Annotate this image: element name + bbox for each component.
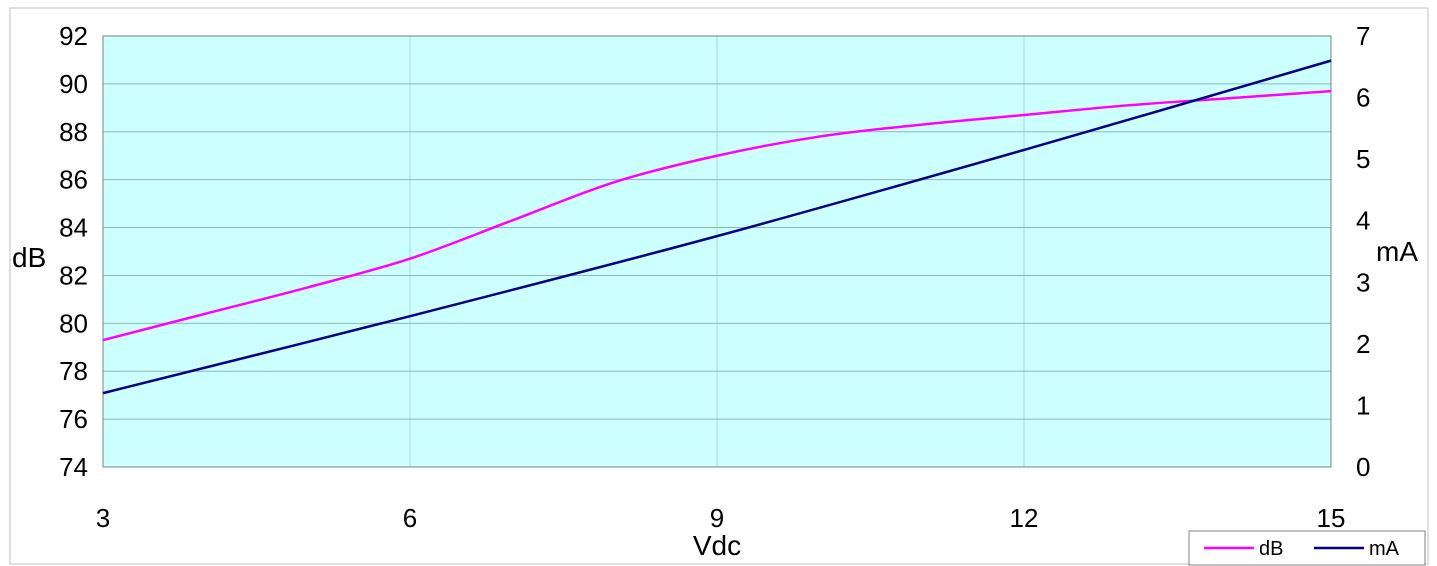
x-tick-label: 15 — [1317, 503, 1346, 533]
right-tick-label: 0 — [1356, 452, 1370, 482]
left-axis-title: dB — [12, 242, 46, 273]
right-tick-label: 1 — [1356, 390, 1370, 420]
left-tick-label: 84 — [59, 213, 88, 243]
left-tick-label: 88 — [59, 117, 88, 147]
right-axis-ticks: 0 1 2 3 4 5 6 7 — [1356, 21, 1370, 482]
left-tick-label: 80 — [59, 308, 88, 338]
legend-label-ma: mA — [1369, 538, 1400, 560]
x-tick-label: 6 — [403, 503, 417, 533]
series-lines — [102, 59, 1332, 395]
right-tick-label: 4 — [1356, 206, 1370, 236]
legend: dB mA — [1188, 530, 1426, 566]
right-tick-label: 2 — [1356, 329, 1370, 359]
series-line-ma — [102, 59, 1332, 395]
x-axis-ticks: 3 6 9 12 15 — [96, 503, 1346, 533]
legend-label-db: dB — [1259, 538, 1283, 560]
right-axis-title: mA — [1376, 236, 1418, 267]
left-tick-label: 78 — [59, 356, 88, 386]
left-tick-label: 74 — [59, 452, 88, 482]
left-tick-label: 90 — [59, 69, 88, 99]
left-axis-ticks: 74 76 78 80 82 84 86 88 90 92 — [59, 21, 88, 482]
left-tick-label: 86 — [59, 165, 88, 195]
left-tick-label: 82 — [59, 260, 88, 290]
left-tick-label: 76 — [59, 404, 88, 434]
x-tick-label: 9 — [710, 503, 724, 533]
right-tick-label: 6 — [1356, 83, 1370, 113]
x-tick-label: 12 — [1010, 503, 1039, 533]
right-tick-label: 5 — [1356, 144, 1370, 174]
plot-border — [102, 35, 1332, 468]
right-tick-label: 7 — [1356, 21, 1370, 51]
right-tick-label: 3 — [1356, 267, 1370, 297]
x-tick-label: 3 — [96, 503, 110, 533]
left-tick-label: 92 — [59, 21, 88, 51]
series-line-db — [102, 89, 1332, 342]
legend-box — [1188, 530, 1426, 566]
x-axis-title: Vdc — [693, 530, 741, 561]
